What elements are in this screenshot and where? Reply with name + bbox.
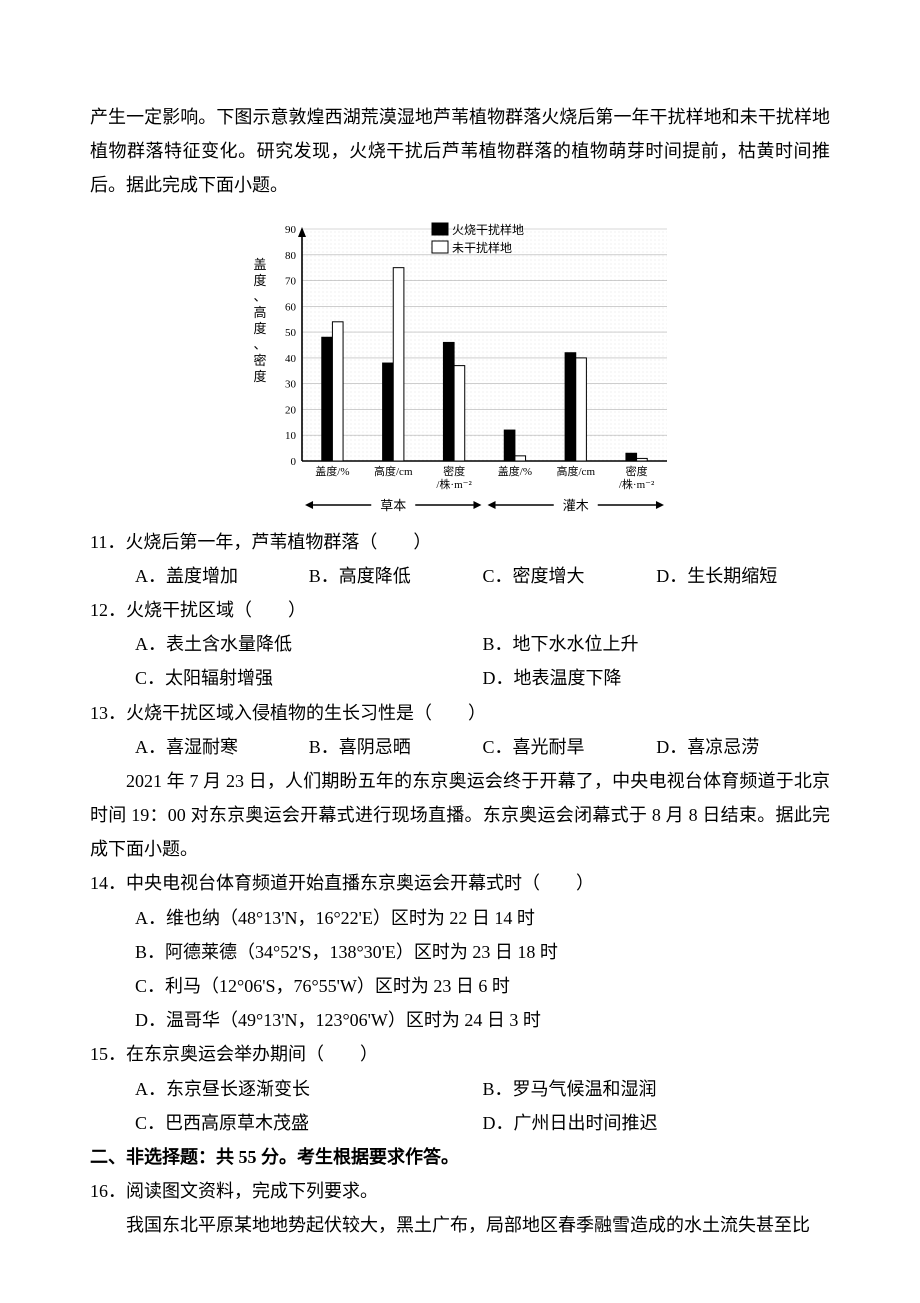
q16-body: 我国东北平原某地地势起伏较大，黑土广布，局部地区春季融雪造成的水土流失甚至比 xyxy=(90,1208,830,1242)
q12-opt-d: D．地表温度下降 xyxy=(483,661,831,695)
q11-opt-b: B．高度降低 xyxy=(309,559,483,593)
svg-text:密度: 密度 xyxy=(626,464,648,478)
q15-options: A．东京昼长逐渐变长 B．罗马气候温和湿润 C．巴西高原草木茂盛 D．广州日出时… xyxy=(135,1072,830,1140)
svg-text:/株·m⁻²: /株·m⁻² xyxy=(436,477,472,491)
svg-text:60: 60 xyxy=(285,301,297,313)
svg-text:盖度/%: 盖度/% xyxy=(498,464,532,478)
svg-text:盖: 盖 xyxy=(253,257,266,272)
svg-text:20: 20 xyxy=(285,404,297,416)
svg-text:度: 度 xyxy=(253,369,266,384)
svg-text:密度: 密度 xyxy=(443,464,465,478)
q12-opt-b: B．地下水水位上升 xyxy=(483,627,831,661)
svg-text:高度/cm: 高度/cm xyxy=(374,464,413,478)
q14-opt-b: B．阿德莱德（34°52'S，138°30'E）区时为 23 日 18 时 xyxy=(135,935,830,969)
q15-opt-b: B．罗马气候温和湿润 xyxy=(483,1072,831,1106)
q11-stem: 11．火烧后第一年，芦苇植物群落（ ） xyxy=(90,525,830,559)
chart-container: 0102030405060708090盖度、高度、密度火烧干扰样地未干扰样地盖度… xyxy=(90,211,830,521)
q13-stem: 13．火烧干扰区域入侵植物的生长习性是（ ） xyxy=(90,696,830,730)
q11-opt-a: A．盖度增加 xyxy=(135,559,309,593)
q13-opt-a: A．喜湿耐寒 xyxy=(135,730,309,764)
svg-text:/株·m⁻²: /株·m⁻² xyxy=(619,477,655,491)
q15-opt-c: C．巴西高原草木茂盛 xyxy=(135,1106,483,1140)
svg-text:30: 30 xyxy=(285,378,297,390)
svg-text:未干扰样地: 未干扰样地 xyxy=(452,240,512,255)
section2-heading: 二、非选择题：共 55 分。考生根据要求作答。 xyxy=(90,1140,830,1174)
svg-text:密: 密 xyxy=(253,353,266,368)
q14-options: A．维也纳（48°13'N，16°22'E）区时为 22 日 14 时 B．阿德… xyxy=(135,901,830,1038)
svg-text:火烧干扰样地: 火烧干扰样地 xyxy=(452,222,524,237)
q15-stem: 15．在东京奥运会举办期间（ ） xyxy=(90,1037,830,1071)
intro-paragraph: 产生一定影响。下图示意敦煌西湖荒漠湿地芦苇植物群落火烧后第一年干扰样地和未干扰样… xyxy=(90,100,830,203)
svg-text:草本: 草本 xyxy=(380,498,406,513)
q14-opt-a: A．维也纳（48°13'N，16°22'E）区时为 22 日 14 时 xyxy=(135,901,830,935)
svg-text:90: 90 xyxy=(285,224,297,236)
svg-text:70: 70 xyxy=(285,275,297,287)
q11-options: A．盖度增加 B．高度降低 C．密度增大 D．生长期缩短 xyxy=(135,559,830,593)
svg-text:盖度/%: 盖度/% xyxy=(315,464,349,478)
q15-opt-a: A．东京昼长逐渐变长 xyxy=(135,1072,483,1106)
svg-text:50: 50 xyxy=(285,327,297,339)
q13-options: A．喜湿耐寒 B．喜阴忌晒 C．喜光耐旱 D．喜凉忌涝 xyxy=(135,730,830,764)
svg-text:高: 高 xyxy=(253,305,266,320)
svg-text:度: 度 xyxy=(253,321,266,336)
svg-text:80: 80 xyxy=(285,249,297,261)
q13-opt-d: D．喜凉忌涝 xyxy=(656,730,830,764)
svg-text:、: 、 xyxy=(253,337,266,352)
q14-stem: 14．中央电视台体育频道开始直播东京奥运会开幕式时（ ） xyxy=(90,866,830,900)
svg-text:度: 度 xyxy=(253,273,266,288)
svg-text:灌木: 灌木 xyxy=(563,498,589,513)
svg-text:10: 10 xyxy=(285,430,297,442)
q11-opt-c: C．密度增大 xyxy=(483,559,657,593)
svg-text:40: 40 xyxy=(285,352,297,364)
q16-stem: 16．阅读图文资料，完成下列要求。 xyxy=(90,1174,830,1208)
q12-opt-a: A．表土含水量降低 xyxy=(135,627,483,661)
svg-text:高度/cm: 高度/cm xyxy=(557,464,596,478)
q12-stem: 12．火烧干扰区域（ ） xyxy=(90,593,830,627)
q13-opt-b: B．喜阴忌晒 xyxy=(309,730,483,764)
q14-opt-c: C．利马（12°06'S，76°55'W）区时为 23 日 6 时 xyxy=(135,969,830,1003)
q15-opt-d: D．广州日出时间推迟 xyxy=(483,1106,831,1140)
q12-opt-c: C．太阳辐射增强 xyxy=(135,661,483,695)
svg-text:0: 0 xyxy=(291,456,297,468)
svg-text:、: 、 xyxy=(253,289,266,304)
q11-opt-d: D．生长期缩短 xyxy=(656,559,830,593)
passage2-paragraph: 2021 年 7 月 23 日，人们期盼五年的东京奥运会终于开幕了，中央电视台体… xyxy=(90,764,830,867)
q13-opt-c: C．喜光耐旱 xyxy=(483,730,657,764)
bar-chart: 0102030405060708090盖度、高度、密度火烧干扰样地未干扰样地盖度… xyxy=(230,211,690,521)
q14-opt-d: D．温哥华（49°13'N，123°06'W）区时为 24 日 3 时 xyxy=(135,1003,830,1037)
q12-options: A．表土含水量降低 B．地下水水位上升 C．太阳辐射增强 D．地表温度下降 xyxy=(135,627,830,695)
